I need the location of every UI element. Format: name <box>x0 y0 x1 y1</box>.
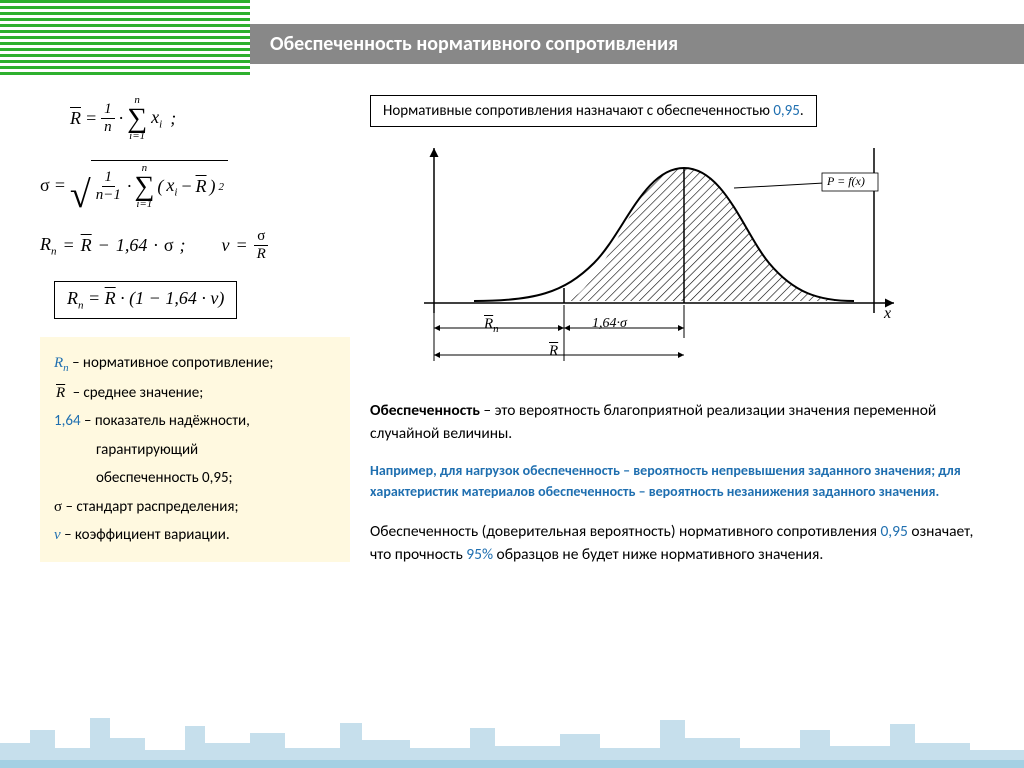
callout-label: P = f(x) <box>827 174 865 189</box>
header-stripes <box>0 0 250 75</box>
legend-sigma: σ – стандарт распределения; <box>54 493 336 522</box>
legend-r: R – среднее значение; <box>54 379 336 408</box>
header-bar: Обеспеченность нормативного сопротивлени… <box>250 24 1024 64</box>
example-block: Например, для нагрузок обеспеченность – … <box>370 460 994 502</box>
legend-k: 1,64 – показатель надёжности, <box>54 407 336 436</box>
formula-boxed: Rn = R · (1 − 1,64 · ν) <box>54 281 350 319</box>
right-column: Нормативные сопротивления назначают с об… <box>370 95 994 738</box>
skyline-decoration <box>0 688 1024 768</box>
legend-k3: обеспеченность 0,95; <box>54 464 336 493</box>
main-content: R = 1n · n ∑ i=1 xi ; σ = √ <box>40 95 994 738</box>
legend-nu: ν – коэффициент вариации. <box>54 521 336 550</box>
formula-rn-sigma: Rn = R −1,64 · σ ; ν = σ R <box>40 228 350 263</box>
dim-rbar: R <box>549 343 558 360</box>
conclusion-block: Обеспеченность (доверительная вероятност… <box>370 520 994 567</box>
dim-rn: Rn <box>484 316 499 335</box>
left-column: R = 1n · n ∑ i=1 xi ; σ = √ <box>40 95 350 738</box>
dim-ksigma: 1,64·σ <box>592 316 627 332</box>
distribution-diagram: Rn 1,64·σ R x P = f(x) <box>364 143 924 383</box>
definition-block: Обеспеченность – это вероятность благопр… <box>370 399 994 446</box>
page-title: Обеспеченность нормативного сопротивлени… <box>270 32 678 56</box>
legend-rn: Rn – нормативное сопротивление; <box>54 349 336 379</box>
legend-k2: гарантирующий <box>54 436 336 465</box>
legend-box: Rn – нормативное сопротивление; R – сред… <box>40 337 350 562</box>
formula-mean: R = 1n · n ∑ i=1 xi ; <box>70 95 350 142</box>
top-note: Нормативные сопротивления назначают с об… <box>370 95 817 127</box>
formula-sigma: σ = √ 1n−1 · n ∑ i=1 ( xi − <box>40 160 350 210</box>
x-axis-label: x <box>884 305 891 323</box>
